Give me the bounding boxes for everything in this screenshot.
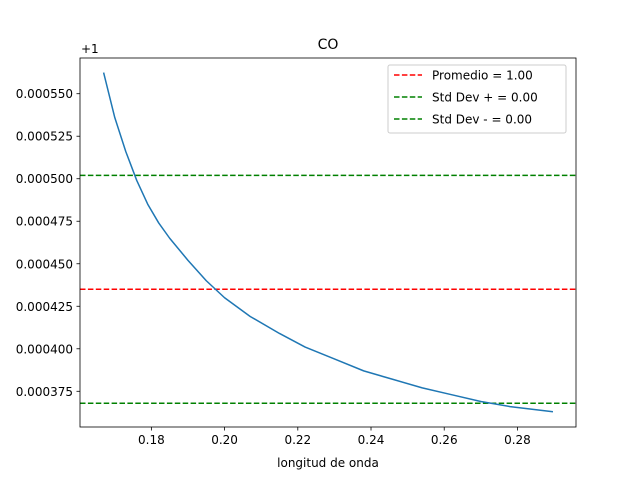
- axes: 0.18 0.20 0.22 0.24 0.26 0.28 0.000375 0.000400…: [16, 57, 577, 447]
- legend-label-3: Std Dev - = 0.00: [432, 113, 532, 127]
- y-tick-label: 0.000425: [16, 300, 73, 314]
- y-tick-label: 0.000525: [16, 130, 73, 144]
- y-tick-label: 0.000550: [16, 87, 73, 101]
- legend-box: [387, 64, 567, 134]
- y-tick-label: 0.000375: [16, 385, 73, 399]
- plot-area: [80, 72, 576, 413]
- x-tick-label: 0.22: [284, 433, 311, 447]
- axes-frame: [79, 57, 577, 428]
- x-tick-label: 0.20: [211, 433, 238, 447]
- series-line-1: [102, 72, 554, 413]
- x-tick-label: 0.18: [138, 433, 165, 447]
- chart-title: CO: [318, 37, 339, 53]
- y-tick-label: 0.000475: [16, 215, 73, 229]
- y-tick-label: 0.000450: [16, 257, 73, 271]
- x-axis-label: longitud de onda: [277, 456, 379, 470]
- legend-label-2: Std Dev + = 0.00: [432, 91, 538, 105]
- y-tick-label: 0.000400: [16, 342, 73, 356]
- x-tick-label: 0.24: [358, 433, 385, 447]
- legend: Promedio = 1.00 Std Dev + = 0.00 Std Dev -…: [387, 64, 567, 134]
- legend-label-1: Promedio = 1.00: [432, 69, 533, 83]
- y-tick-label: 0.000500: [16, 172, 73, 186]
- x-tick-label: 0.28: [504, 433, 531, 447]
- y-offset-label: +1: [81, 42, 99, 56]
- x-tick-label: 0.26: [431, 433, 458, 447]
- plot-contents: [80, 72, 576, 413]
